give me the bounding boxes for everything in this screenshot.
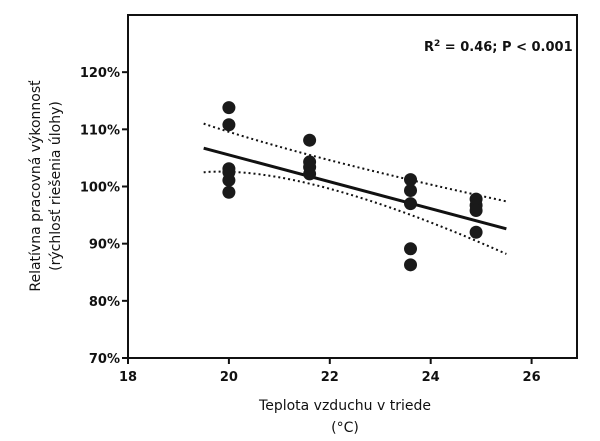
y-tick-label: 100% (80, 181, 120, 196)
x-axis-label: Teplota vzduchu v triede (258, 398, 431, 414)
y-tick-label: 90% (89, 238, 120, 253)
y-tick-label: 80% (89, 295, 120, 310)
ci-lower-line (203, 170, 507, 255)
data-point (222, 118, 236, 132)
regression-line (203, 146, 507, 231)
data-point (404, 258, 418, 272)
x-tick-label: 26 (523, 370, 541, 385)
data-point (303, 167, 317, 181)
stats-annotation: R2 = 0.46; P < 0.001 (424, 39, 573, 55)
data-point (222, 101, 236, 115)
data-point (404, 184, 418, 198)
y-axis-label: Relatívna pracovná výkonnosť (28, 80, 44, 292)
x-tick-label: 20 (220, 370, 238, 385)
ci-upper-line (203, 122, 507, 203)
data-point (404, 173, 418, 187)
data-point (404, 197, 418, 211)
data-point (404, 242, 418, 256)
x-tick-label: 18 (119, 370, 137, 385)
y-tick-label: 120% (80, 66, 120, 81)
data-point (222, 185, 236, 199)
x-tick-label: 24 (422, 370, 440, 385)
data-point (469, 225, 483, 239)
x-axis-unit: (°C) (331, 420, 359, 436)
y-tick-label: 110% (80, 123, 120, 138)
data-point (469, 204, 483, 218)
y-axis-label-sub: (rýchlosť riešenia úlohy) (48, 101, 64, 271)
data-point (303, 133, 317, 147)
data-point (222, 173, 236, 187)
x-tick-label: 22 (321, 370, 339, 385)
y-tick-label: 70% (89, 352, 120, 367)
